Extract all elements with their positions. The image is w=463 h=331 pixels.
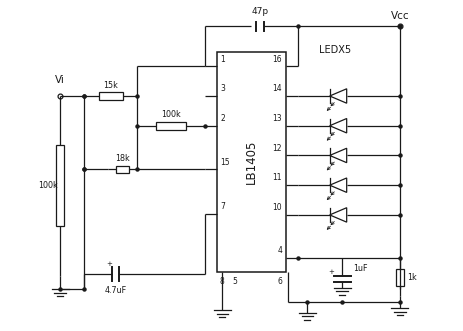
Text: 13: 13 xyxy=(272,114,282,123)
Text: 4.7uF: 4.7uF xyxy=(104,286,126,295)
Text: +: + xyxy=(328,269,334,275)
Text: LB1405: LB1405 xyxy=(244,139,257,184)
Text: 3: 3 xyxy=(220,84,225,93)
Bar xyxy=(156,122,186,130)
Text: 15: 15 xyxy=(220,158,230,166)
Text: 12: 12 xyxy=(272,144,282,153)
Text: 14: 14 xyxy=(272,84,282,93)
Text: 100k: 100k xyxy=(161,111,181,119)
Text: LEDX5: LEDX5 xyxy=(318,45,350,56)
Text: 11: 11 xyxy=(272,173,282,182)
Text: 1k: 1k xyxy=(407,273,416,282)
Bar xyxy=(99,92,123,100)
Text: 100k: 100k xyxy=(38,181,57,190)
Bar xyxy=(216,52,286,272)
Bar xyxy=(56,145,64,226)
Bar xyxy=(395,268,403,286)
Text: 10: 10 xyxy=(272,203,282,212)
Text: Vi: Vi xyxy=(55,75,65,85)
Text: 15k: 15k xyxy=(103,81,118,90)
Text: 1uF: 1uF xyxy=(352,264,367,273)
Text: 47p: 47p xyxy=(250,7,268,16)
Text: 4: 4 xyxy=(277,247,282,256)
Text: 7: 7 xyxy=(220,202,225,211)
Text: 1: 1 xyxy=(220,55,225,64)
Text: 6: 6 xyxy=(277,277,282,287)
Text: +: + xyxy=(106,261,112,267)
Text: 16: 16 xyxy=(272,55,282,64)
Bar xyxy=(116,166,129,173)
Text: 5: 5 xyxy=(232,277,237,287)
Text: Vcc: Vcc xyxy=(390,11,408,21)
Text: 2: 2 xyxy=(220,114,225,123)
Text: 18k: 18k xyxy=(115,154,130,163)
Text: 8: 8 xyxy=(219,277,224,287)
